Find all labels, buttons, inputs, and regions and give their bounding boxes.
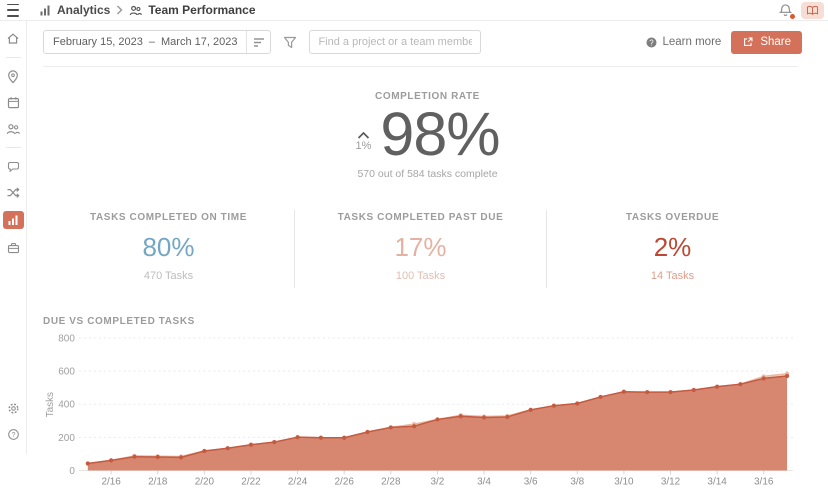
sidebar-item-location[interactable] bbox=[4, 69, 23, 84]
metric-value: 2% bbox=[547, 232, 798, 263]
docs-book-button[interactable] bbox=[801, 2, 824, 19]
svg-text:2/16: 2/16 bbox=[101, 476, 121, 487]
metric-card-on-time: TASKS COMPLETED ON TIME 80% 470 Tasks bbox=[43, 210, 294, 288]
learn-more-link[interactable]: ? Learn more bbox=[645, 36, 722, 49]
home-icon bbox=[6, 32, 20, 45]
sidebar-item-calendar[interactable] bbox=[4, 95, 23, 110]
topbar-actions bbox=[778, 2, 824, 19]
analytics-icon bbox=[40, 5, 51, 16]
svg-text:3/6: 3/6 bbox=[524, 476, 538, 487]
completion-rate-value: 98% bbox=[380, 104, 499, 165]
svg-text:Tasks: Tasks bbox=[45, 392, 56, 417]
calendar-icon bbox=[7, 96, 20, 109]
date-sort-button[interactable] bbox=[246, 31, 270, 53]
chat-bubble-icon bbox=[7, 160, 20, 173]
share-label: Share bbox=[760, 36, 791, 48]
shuffle-icon bbox=[6, 186, 20, 199]
metric-label: TASKS COMPLETED PAST DUE bbox=[295, 212, 546, 223]
svg-text:3/16: 3/16 bbox=[754, 476, 774, 487]
chart-section: DUE VS COMPLETED TASKS 0 200 400 600 800 Task… bbox=[43, 316, 798, 490]
svg-text:0: 0 bbox=[69, 466, 75, 477]
date-range-separator: – bbox=[149, 36, 155, 48]
filter-button[interactable] bbox=[281, 36, 299, 49]
toolbar: February 15, 2023 – March 17, 2023 ? bbox=[27, 21, 828, 62]
sidebar-item-home[interactable] bbox=[4, 31, 23, 46]
svg-text:3/4: 3/4 bbox=[477, 476, 491, 487]
metric-label: TASKS OVERDUE bbox=[547, 212, 798, 223]
sidebar-divider bbox=[6, 147, 21, 148]
metric-label: TASKS COMPLETED ON TIME bbox=[43, 212, 294, 223]
svg-text:200: 200 bbox=[58, 433, 75, 444]
share-button[interactable]: Share bbox=[731, 31, 802, 54]
metric-value: 80% bbox=[43, 232, 294, 263]
metric-card-overdue: TASKS OVERDUE 2% 14 Tasks bbox=[546, 210, 798, 288]
chevron-right-icon bbox=[116, 5, 123, 15]
briefcase-icon bbox=[7, 242, 20, 254]
svg-text:800: 800 bbox=[58, 333, 75, 344]
date-range-picker[interactable]: February 15, 2023 – March 17, 2023 bbox=[43, 30, 271, 54]
notification-badge bbox=[790, 14, 795, 19]
sidebar-item-help[interactable]: ? bbox=[4, 427, 23, 442]
sidebar-item-portfolio[interactable] bbox=[4, 240, 23, 255]
svg-text:3/10: 3/10 bbox=[614, 476, 634, 487]
svg-text:3/8: 3/8 bbox=[570, 476, 584, 487]
page-title: Team Performance bbox=[148, 3, 255, 17]
top-bar: Analytics Team Performance bbox=[0, 0, 828, 21]
svg-text:?: ? bbox=[649, 38, 654, 47]
location-pin-icon bbox=[7, 70, 19, 84]
svg-text:3/14: 3/14 bbox=[707, 476, 727, 487]
search-input[interactable] bbox=[309, 30, 481, 54]
svg-text:400: 400 bbox=[58, 400, 75, 411]
completion-delta: 1% bbox=[356, 132, 372, 152]
breadcrumb: Analytics Team Performance bbox=[40, 3, 256, 17]
sidebar-item-chat[interactable] bbox=[4, 159, 23, 174]
chevron-up-icon bbox=[357, 132, 370, 139]
bar-chart-icon bbox=[7, 214, 19, 226]
svg-text:2/20: 2/20 bbox=[195, 476, 215, 487]
learn-more-label: Learn more bbox=[663, 36, 722, 48]
metric-sub: 14 Tasks bbox=[547, 270, 798, 282]
completion-delta-value: 1% bbox=[356, 140, 372, 152]
sidebar-item-analytics[interactable] bbox=[3, 211, 24, 229]
svg-text:2/18: 2/18 bbox=[148, 476, 168, 487]
due-vs-completed-chart: 0 200 400 600 800 Tasks 2/16 2/18 2/20 2/22 2/24 2/… bbox=[43, 331, 798, 490]
metrics-row: TASKS COMPLETED ON TIME 80% 470 Tasks TA… bbox=[43, 210, 798, 288]
book-icon bbox=[806, 5, 819, 16]
metric-card-past-due: TASKS COMPLETED PAST DUE 17% 100 Tasks bbox=[294, 210, 546, 288]
sort-lines-icon bbox=[253, 37, 265, 48]
sidebar-item-shuffle[interactable] bbox=[4, 185, 23, 200]
metric-value: 17% bbox=[295, 232, 546, 263]
metric-sub: 100 Tasks bbox=[295, 270, 546, 282]
sidebar-divider bbox=[6, 57, 21, 58]
notifications-bell-icon[interactable] bbox=[778, 3, 793, 18]
completion-rate-subtitle: 570 out of 584 tasks complete bbox=[27, 168, 828, 180]
metric-sub: 470 Tasks bbox=[43, 270, 294, 282]
filter-funnel-icon bbox=[283, 36, 297, 49]
settings-gear-icon bbox=[7, 402, 20, 415]
main-content: February 15, 2023 – March 17, 2023 ? bbox=[27, 21, 828, 454]
menu-button[interactable] bbox=[7, 4, 24, 17]
people-icon bbox=[6, 123, 20, 135]
date-range-end: March 17, 2023 bbox=[161, 36, 237, 48]
completion-rate-section: COMPLETION RATE 1% 98% 570 out of 584 ta… bbox=[27, 67, 828, 180]
help-circle-icon: ? bbox=[645, 36, 658, 49]
svg-text:?: ? bbox=[11, 432, 15, 439]
svg-text:3/2: 3/2 bbox=[431, 476, 445, 487]
svg-text:3/12: 3/12 bbox=[661, 476, 681, 487]
sidebar-item-team[interactable] bbox=[4, 121, 23, 136]
svg-text:2/24: 2/24 bbox=[288, 476, 308, 487]
svg-text:2/26: 2/26 bbox=[335, 476, 355, 487]
sidebar-item-settings[interactable] bbox=[4, 401, 23, 416]
breadcrumb-analytics[interactable]: Analytics bbox=[57, 3, 110, 17]
chart-canvas: 0 200 400 600 800 Tasks 2/16 2/18 2/20 2/22 2/24 2/… bbox=[43, 331, 798, 490]
share-icon bbox=[742, 36, 754, 48]
chart-title: DUE VS COMPLETED TASKS bbox=[43, 316, 798, 327]
svg-text:600: 600 bbox=[58, 367, 75, 378]
sidebar-nav: ? bbox=[0, 21, 27, 454]
team-icon bbox=[129, 5, 142, 16]
svg-text:2/28: 2/28 bbox=[381, 476, 401, 487]
help-circle-icon: ? bbox=[7, 428, 20, 441]
date-range-start: February 15, 2023 bbox=[53, 36, 143, 48]
svg-text:2/22: 2/22 bbox=[241, 476, 261, 487]
